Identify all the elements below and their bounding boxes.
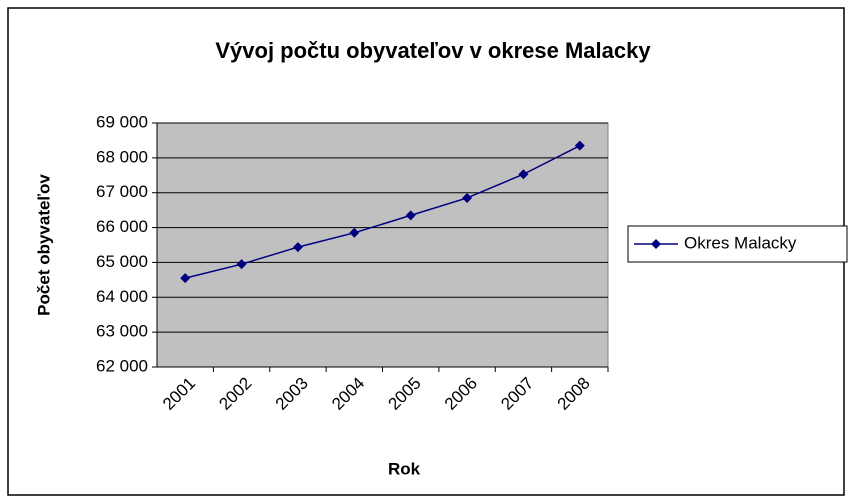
- data-line: [185, 144, 581, 279]
- y-tick-label: 67 000: [96, 182, 148, 201]
- plot-area: [156, 122, 609, 368]
- y-tick-label: 66 000: [96, 217, 148, 236]
- legend-label: Okres Malacky: [684, 233, 797, 252]
- data-point: [236, 259, 247, 270]
- data-point: [180, 273, 191, 284]
- y-axis-label: Počet obyvateľov: [34, 174, 53, 316]
- chart-title: Vývoj počtu obyvateľov v okrese Malacky: [215, 38, 651, 63]
- data-point: [292, 242, 303, 253]
- data-point: [462, 192, 473, 203]
- y-tick-label: 64 000: [96, 287, 148, 306]
- data-point: [518, 169, 529, 180]
- data-point: [349, 227, 360, 238]
- data-point: [574, 140, 585, 151]
- y-tick-label: 63 000: [96, 322, 148, 341]
- data-point: [405, 210, 416, 221]
- x-axis-label: Rok: [388, 459, 421, 478]
- y-tick-label: 65 000: [96, 252, 148, 271]
- legend-marker: [651, 239, 661, 249]
- y-tick-label: 68 000: [96, 147, 148, 166]
- y-tick-label: 69 000: [96, 112, 148, 131]
- y-tick-label: 62 000: [96, 356, 148, 375]
